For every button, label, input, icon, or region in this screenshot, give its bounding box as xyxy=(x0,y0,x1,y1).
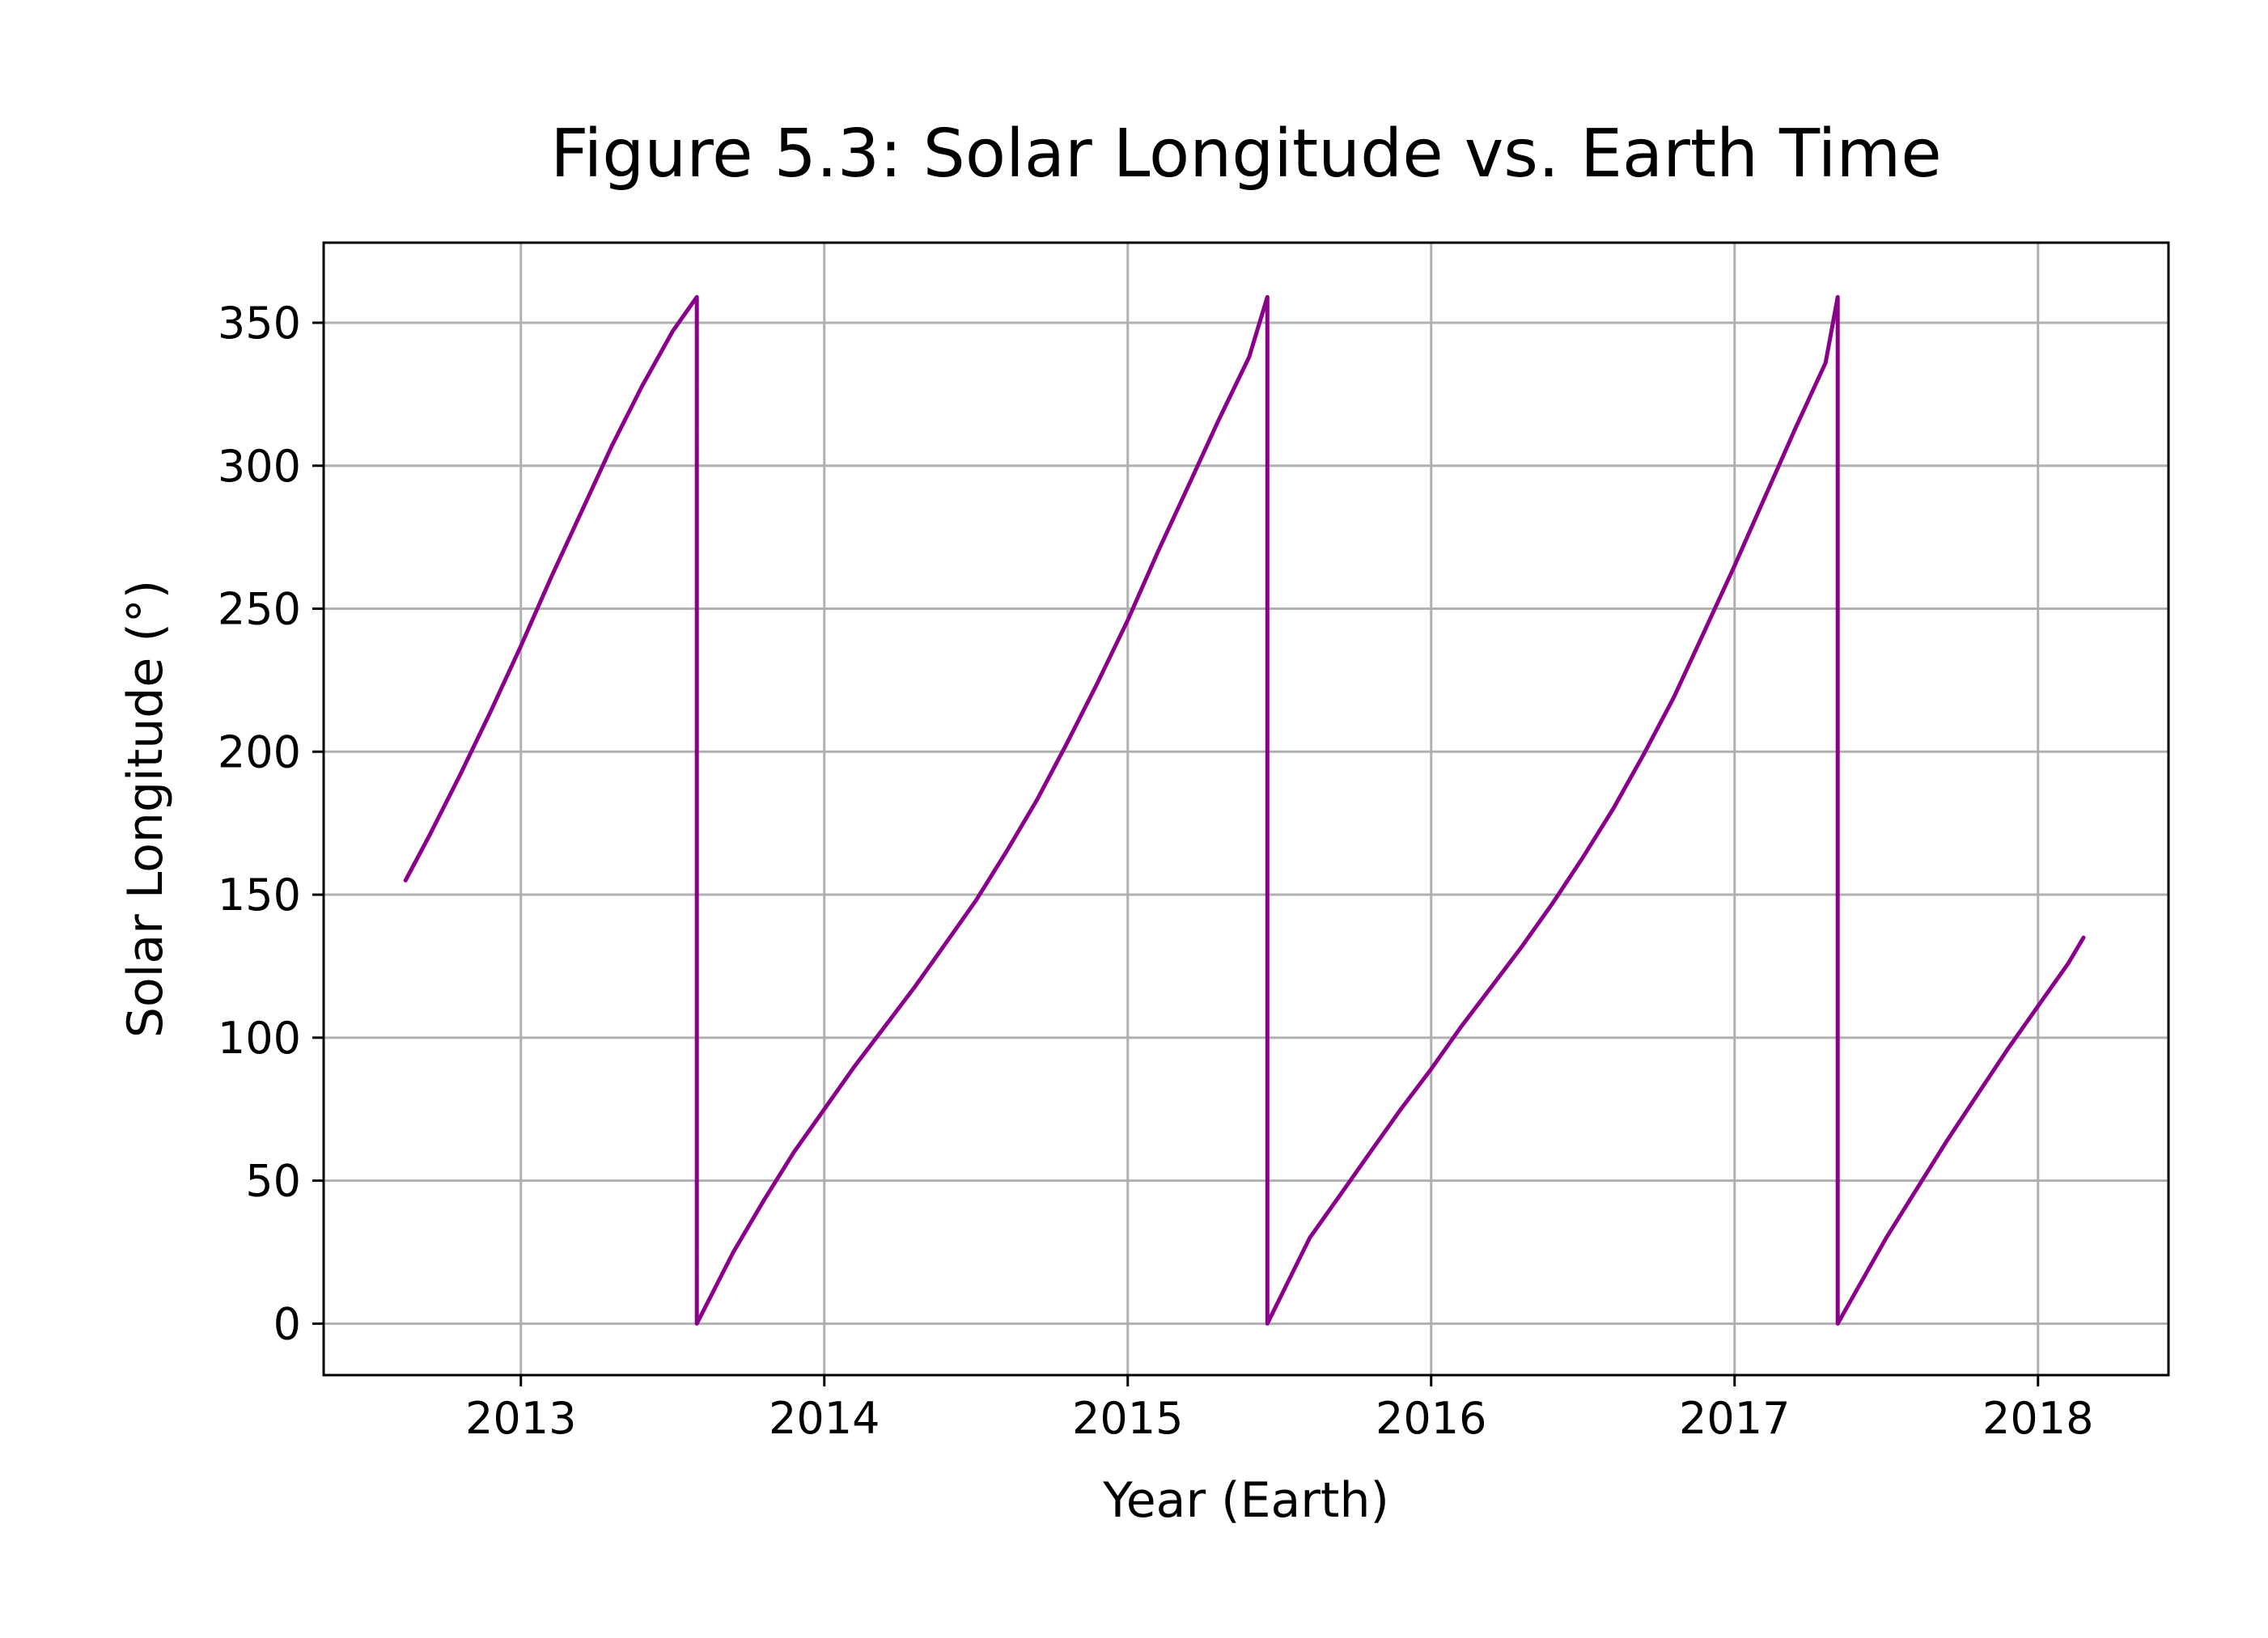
x-tick-label: 2013 xyxy=(465,1393,576,1444)
grid-lines xyxy=(324,243,2168,1375)
x-tick-label: 2016 xyxy=(1376,1393,1486,1444)
y-tick-label: 50 xyxy=(245,1156,301,1207)
y-tick-label: 200 xyxy=(218,726,301,777)
y-tick-label: 250 xyxy=(218,584,301,635)
series-line xyxy=(403,294,2086,1326)
y-tick-label: 0 xyxy=(273,1298,301,1349)
x-axis-label: Year (Earth) xyxy=(1102,1472,1389,1529)
axis-ticks: 2013 2014 2015 2016 2017 2018 0 50 100 150 200 250 3… xyxy=(218,298,2094,1444)
y-tick-label: 350 xyxy=(218,298,301,349)
plot-area-frame xyxy=(322,241,2170,1377)
y-tick-label: 150 xyxy=(218,870,301,921)
y-tick-label: 300 xyxy=(218,441,301,492)
x-tick-label: 2015 xyxy=(1072,1393,1183,1444)
x-tick-label: 2017 xyxy=(1679,1393,1790,1444)
x-tick-label: 2018 xyxy=(1982,1393,2093,1444)
y-tick-label: 100 xyxy=(218,1013,301,1064)
series-layer xyxy=(403,294,2086,1326)
y-axis-label: Solar Longitude (°) xyxy=(117,580,174,1038)
x-tick-label: 2014 xyxy=(769,1393,880,1444)
chart-title: Figure 5.3: Solar Longitude vs. Earth Ti… xyxy=(550,116,1941,193)
